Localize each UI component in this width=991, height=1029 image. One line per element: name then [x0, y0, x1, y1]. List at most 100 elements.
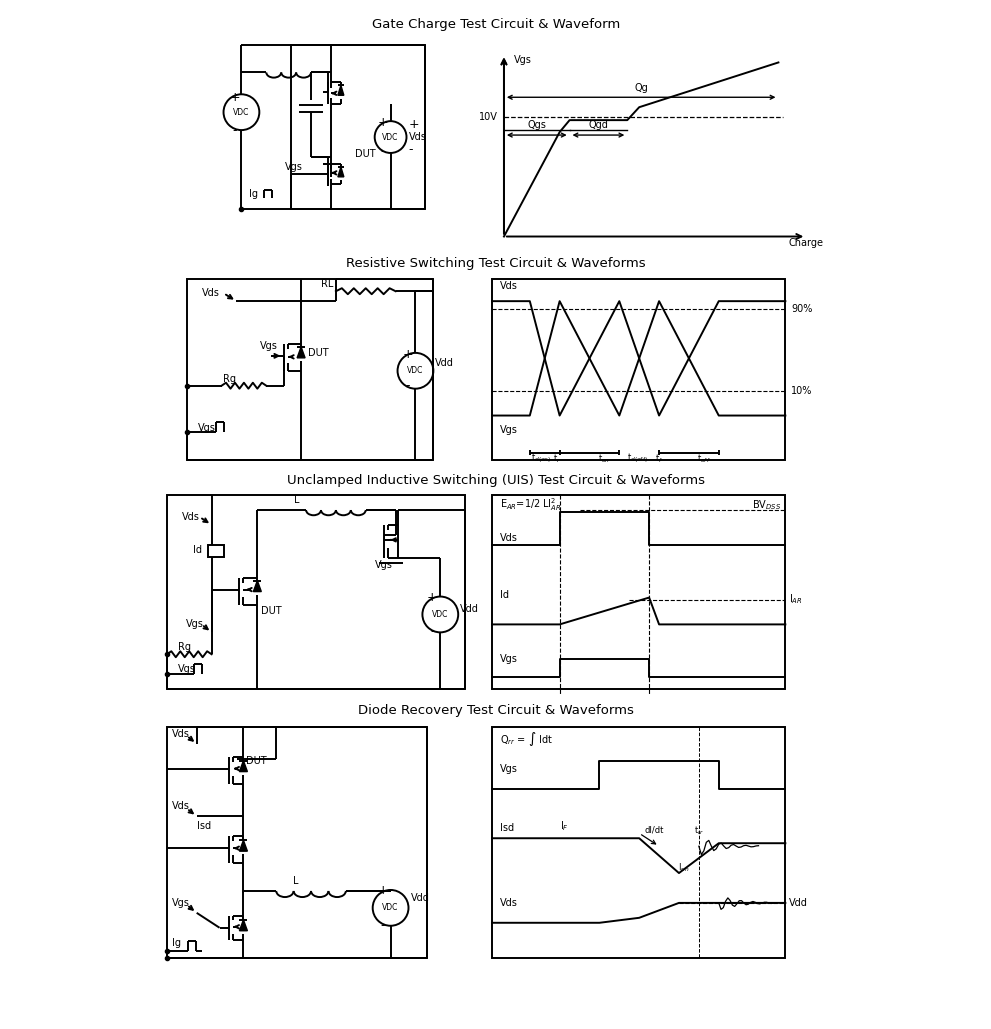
Bar — [492, 495, 785, 689]
Text: t$_{d(off)}$: t$_{d(off)}$ — [626, 452, 648, 465]
Polygon shape — [297, 347, 305, 358]
Bar — [166, 495, 465, 689]
Text: Qgd: Qgd — [589, 120, 608, 130]
Text: Vds: Vds — [171, 729, 189, 739]
Text: VDC: VDC — [233, 108, 250, 116]
Text: Isd: Isd — [500, 823, 514, 833]
Text: Unclamped Inductive Switching (UIS) Test Circuit & Waveforms: Unclamped Inductive Switching (UIS) Test… — [287, 473, 705, 487]
Text: t$_{d(on)}$: t$_{d(on)}$ — [531, 452, 552, 465]
Text: t$_f$: t$_f$ — [655, 452, 663, 464]
Circle shape — [422, 597, 458, 633]
Text: Qgs: Qgs — [527, 120, 546, 130]
Text: Resistive Switching Test Circuit & Waveforms: Resistive Switching Test Circuit & Wavef… — [346, 257, 646, 270]
Bar — [166, 726, 427, 958]
Text: Charge: Charge — [789, 239, 824, 248]
Text: Ig: Ig — [250, 188, 259, 199]
Text: Vds: Vds — [500, 281, 518, 291]
Text: L: L — [293, 876, 299, 886]
Text: Vds: Vds — [500, 898, 518, 908]
Text: Vdd: Vdd — [435, 358, 454, 367]
Polygon shape — [254, 580, 262, 592]
Text: Vdd: Vdd — [410, 893, 429, 902]
Text: VDC: VDC — [383, 903, 398, 913]
Text: t$_{rr}$: t$_{rr}$ — [694, 824, 704, 837]
Text: Id: Id — [192, 544, 201, 555]
Text: Vgs: Vgs — [171, 898, 189, 908]
Text: -: - — [232, 123, 237, 137]
Polygon shape — [240, 841, 248, 851]
Text: Vgs: Vgs — [375, 560, 392, 570]
Text: t$_{on}$: t$_{on}$ — [599, 452, 610, 464]
Text: Qg: Qg — [634, 83, 648, 94]
Text: I$_{AR}$: I$_{AR}$ — [790, 593, 803, 606]
Text: Vds: Vds — [500, 533, 518, 543]
Text: RL: RL — [321, 279, 333, 289]
Polygon shape — [338, 167, 344, 177]
Text: +: + — [408, 117, 419, 131]
Text: +: + — [402, 349, 413, 361]
Text: 90%: 90% — [792, 305, 813, 314]
Text: I$_F$: I$_F$ — [560, 819, 569, 833]
Text: dI/dt: dI/dt — [644, 826, 664, 835]
Text: t$_{off}$: t$_{off}$ — [697, 452, 711, 464]
Text: 10V: 10V — [479, 112, 498, 122]
Text: BV$_{DSS}$: BV$_{DSS}$ — [752, 498, 781, 512]
Text: Vgs: Vgs — [514, 56, 532, 66]
Text: Vds: Vds — [171, 802, 189, 812]
Text: Rg: Rg — [223, 374, 236, 384]
Text: Diode Recovery Test Circuit & Waveforms: Diode Recovery Test Circuit & Waveforms — [358, 705, 634, 717]
Text: +: + — [229, 91, 240, 104]
Bar — [291, 44, 425, 209]
Text: -: - — [408, 143, 413, 156]
Text: Vgs: Vgs — [177, 664, 195, 674]
Text: Id: Id — [500, 590, 509, 600]
Text: Vgs: Vgs — [261, 341, 278, 351]
Text: Vgs: Vgs — [285, 162, 303, 172]
Text: VDC: VDC — [407, 366, 423, 376]
Text: Vds: Vds — [202, 288, 220, 298]
Text: DUT: DUT — [247, 755, 267, 766]
Text: Isd: Isd — [196, 821, 211, 831]
Text: DUT: DUT — [262, 606, 282, 616]
Text: VDC: VDC — [383, 133, 398, 142]
Text: Vgs: Vgs — [197, 424, 216, 433]
Circle shape — [375, 121, 406, 153]
Bar — [492, 726, 785, 958]
Text: Rg: Rg — [178, 642, 191, 652]
Circle shape — [397, 353, 433, 389]
Text: Vds: Vds — [181, 512, 199, 522]
Text: t$_r$: t$_r$ — [553, 452, 561, 464]
Text: +: + — [378, 115, 387, 129]
Text: E$_{AR}$=1/2 LI$_{AR}^2$: E$_{AR}$=1/2 LI$_{AR}^2$ — [500, 497, 562, 513]
Text: -: - — [381, 919, 385, 932]
Text: 10%: 10% — [792, 386, 813, 396]
Circle shape — [224, 95, 260, 130]
Text: +: + — [427, 591, 438, 604]
Bar — [492, 279, 785, 460]
Text: Vdd: Vdd — [460, 604, 479, 614]
Polygon shape — [240, 760, 248, 772]
Bar — [186, 279, 433, 460]
Text: I$_{rm}$: I$_{rm}$ — [678, 862, 690, 875]
Text: DUT: DUT — [355, 149, 376, 158]
Text: Gate Charge Test Circuit & Waveform: Gate Charge Test Circuit & Waveform — [372, 19, 620, 31]
Bar — [208, 544, 224, 557]
Text: Vgs: Vgs — [185, 619, 203, 630]
Text: Q$_{rr}$ = $\int$ Idt: Q$_{rr}$ = $\int$ Idt — [500, 730, 553, 748]
Text: -: - — [381, 145, 385, 158]
Circle shape — [373, 890, 408, 926]
Text: +: + — [378, 885, 387, 897]
Text: Ig: Ig — [171, 937, 180, 948]
Text: Vgs: Vgs — [500, 425, 518, 435]
Text: DUT: DUT — [308, 348, 329, 358]
Text: L: L — [294, 495, 300, 505]
Text: VDC: VDC — [432, 610, 449, 619]
Text: Vgs: Vgs — [500, 764, 518, 774]
Text: Vgs: Vgs — [500, 654, 518, 664]
Polygon shape — [338, 85, 344, 96]
Text: -: - — [405, 380, 409, 392]
Polygon shape — [240, 920, 248, 931]
Text: Vdd: Vdd — [790, 898, 809, 908]
Text: Vds: Vds — [408, 132, 426, 142]
Text: -: - — [430, 625, 435, 638]
